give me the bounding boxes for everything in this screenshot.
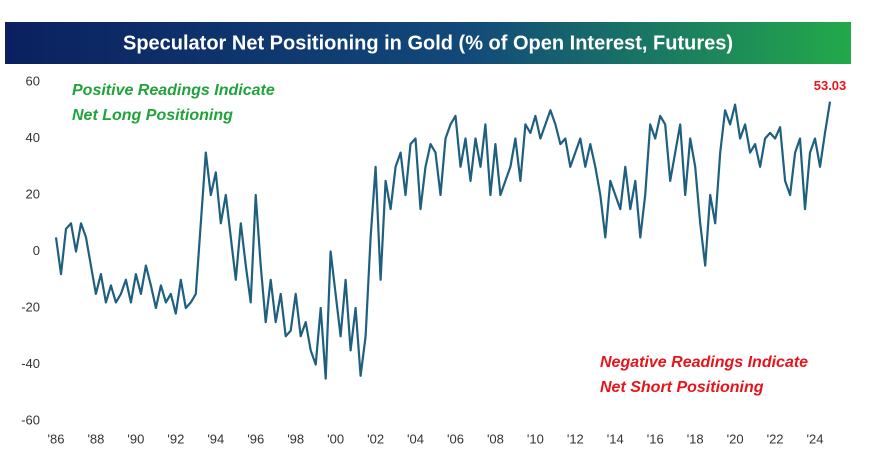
y-tick-label: 0 bbox=[33, 243, 40, 258]
x-tick-label: '24 bbox=[807, 431, 824, 446]
annotation: Positive Readings Indicate bbox=[72, 82, 275, 99]
x-tick-label: '10 bbox=[527, 431, 544, 446]
x-tick-label: '92 bbox=[167, 431, 184, 446]
x-tick-label: '00 bbox=[327, 431, 344, 446]
x-tick-label: '04 bbox=[407, 431, 424, 446]
y-tick-label: 20 bbox=[26, 186, 40, 201]
annotation: Net Short Positioning bbox=[600, 379, 764, 396]
chart-title: Speculator Net Positioning in Gold (% of… bbox=[123, 32, 733, 54]
x-tick-label: '90 bbox=[127, 431, 144, 446]
x-tick-label: '14 bbox=[607, 431, 624, 446]
x-tick-label: '18 bbox=[687, 431, 704, 446]
x-tick-label: '96 bbox=[247, 431, 264, 446]
annotation: Negative Readings Indicate bbox=[600, 354, 808, 371]
x-tick-label: '94 bbox=[207, 431, 224, 446]
x-tick-label: '12 bbox=[567, 431, 584, 446]
x-tick-label: '86 bbox=[48, 431, 65, 446]
x-tick-label: '02 bbox=[367, 431, 384, 446]
x-tick-label: '98 bbox=[287, 431, 304, 446]
x-tick-label: '22 bbox=[767, 431, 784, 446]
x-tick-label: '88 bbox=[87, 431, 104, 446]
y-tick-label: -20 bbox=[21, 299, 40, 314]
x-tick-label: '20 bbox=[727, 431, 744, 446]
y-tick-label: -60 bbox=[21, 412, 40, 427]
y-tick-label: -40 bbox=[21, 356, 40, 371]
y-tick-label: 40 bbox=[26, 130, 40, 145]
y-tick-label: 60 bbox=[26, 73, 40, 88]
last-value-label: 53.03 bbox=[814, 78, 847, 93]
x-tick-label: '16 bbox=[647, 431, 664, 446]
annotation: Net Long Positioning bbox=[72, 107, 233, 124]
line-series bbox=[54, 101, 832, 380]
title-bar bbox=[5, 22, 851, 64]
x-tick-label: '06 bbox=[447, 431, 464, 446]
x-tick-label: '08 bbox=[487, 431, 504, 446]
